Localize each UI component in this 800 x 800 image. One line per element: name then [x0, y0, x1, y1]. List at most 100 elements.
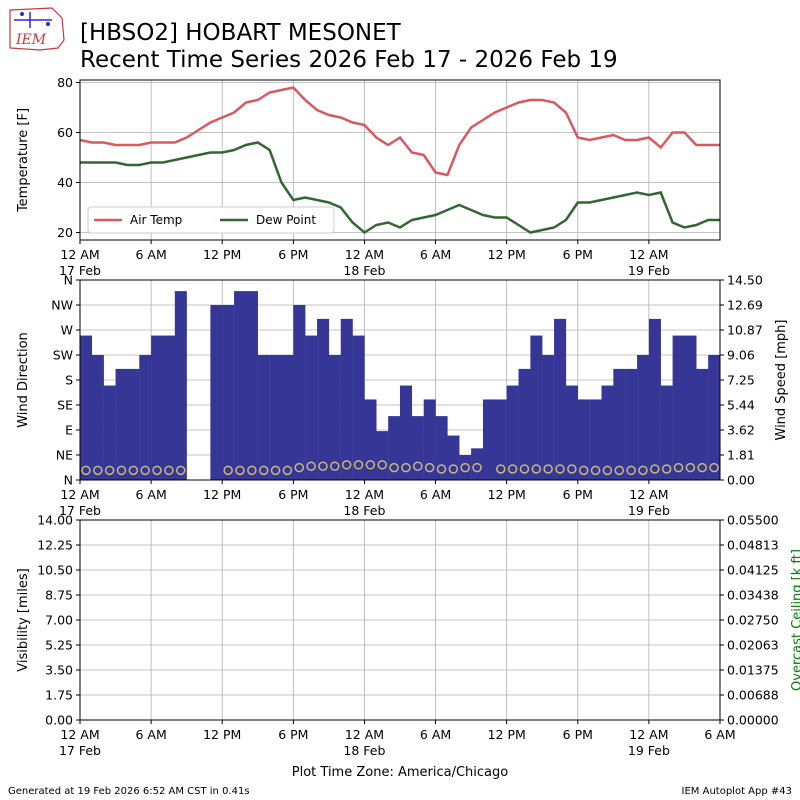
x-tick-label: 6 AM — [135, 487, 166, 502]
y2-tick-label: 0.00688 — [727, 688, 779, 703]
wind-speed-point — [247, 465, 257, 476]
y2-tick-label: 0.04125 — [727, 563, 779, 578]
x-tick-label: 6 PM — [278, 727, 308, 742]
x-tick-label: 12 PM — [488, 727, 526, 742]
wind-direction-bar — [565, 385, 578, 480]
legend-entry: Air Temp — [130, 213, 182, 227]
x-tick-label: 12 AM — [345, 487, 384, 502]
legend: Air Temp Dew Point — [87, 206, 335, 234]
y-axis-label: Visibility [miles] — [16, 568, 31, 671]
wind-speed-point — [93, 465, 103, 476]
footer-generated: Generated at 19 Feb 2026 6:52 AM CST in … — [8, 786, 250, 797]
x-date-label: 17 Feb — [59, 503, 101, 518]
wind-speed-point — [519, 464, 530, 474]
y2-tick-label: 0.03438 — [727, 588, 779, 603]
y2-axis-label: Wind Speed [mph] — [774, 320, 789, 441]
x-tick-label: 6 AM — [135, 247, 166, 262]
x-date-label: 19 Feb — [628, 503, 670, 518]
wind-speed-point — [685, 462, 696, 473]
wind-direction-bar — [328, 355, 341, 480]
wind-direction-bar — [577, 399, 590, 480]
wind-speed-point — [531, 464, 542, 474]
wind-direction-bar — [103, 385, 116, 480]
wind-direction-bar — [542, 355, 555, 480]
y2-tick-label: 7.25 — [727, 373, 755, 388]
wind-speed-point — [614, 465, 625, 476]
wind-direction-bar — [459, 455, 472, 480]
wind-direction-bar — [234, 291, 247, 480]
wind-speed-point — [235, 465, 245, 476]
wind-direction-bar — [317, 318, 330, 480]
wind-speed-point — [365, 460, 376, 470]
wind-direction-bar — [174, 291, 187, 480]
x-date-label: 19 Feb — [628, 743, 670, 758]
y-tick-label: 20 — [57, 225, 73, 240]
wind-direction-bar — [269, 355, 282, 480]
wind-speed-point — [377, 460, 387, 470]
wind-speed-point — [81, 465, 91, 476]
y-tick-label: 14.00 — [37, 513, 73, 528]
temperature-panel: Air Temp Dew Point 20 40 60 80 Temperature [F]… — [16, 75, 721, 278]
x-tick-label: 6 AM — [704, 727, 735, 742]
wind-speed-point — [661, 464, 672, 474]
wind-direction-bar — [376, 431, 389, 480]
wind-speed-point — [448, 464, 459, 474]
x-tick-label: 12 AM — [629, 247, 668, 262]
wind-speed-point — [697, 462, 707, 473]
visibility-panel: 0.00 1.75 3.50 5.25 7.00 8.75 10.50 12.25 14.00 V… — [16, 513, 800, 759]
iem-logo: IEM — [9, 7, 65, 51]
y2-tick-label: 0.01375 — [727, 663, 779, 678]
wind-direction-bar — [684, 335, 697, 480]
wind-speed-point — [270, 465, 281, 476]
wind-speed-point — [116, 465, 127, 476]
y2-tick-label: 0.00 — [727, 473, 755, 488]
footer-app: IEM Autoplot App #43 — [682, 786, 792, 797]
wind-direction-bar — [400, 385, 413, 480]
wind-speed-point — [543, 464, 553, 474]
wind-direction-bar — [352, 335, 365, 480]
wind-panel: N NE E SE S SW W NW N Wind Direction 0.00 1.81 3.62 5… — [16, 273, 789, 519]
wind-direction-bar — [210, 305, 223, 480]
wind-direction-bar — [305, 335, 318, 480]
wind-direction-bar — [554, 318, 567, 480]
wind-direction-bar — [127, 368, 140, 480]
wind-speed-point — [341, 460, 352, 470]
x-tick-label: 12 PM — [488, 487, 526, 502]
x-tick-label: 6 AM — [420, 487, 451, 502]
y2-tick-label: 1.81 — [727, 448, 755, 463]
x-tick-label: 12 PM — [488, 247, 526, 262]
wind-speed-point — [650, 464, 660, 474]
y-axis-label: Temperature [F] — [16, 108, 31, 213]
wind-direction-bar — [589, 399, 602, 480]
y2-tick-label: 14.50 — [727, 273, 763, 288]
x-tick-label: 12 AM — [345, 727, 384, 742]
x-tick-label: 12 PM — [203, 487, 241, 502]
x-tick-label: 12 AM — [60, 727, 99, 742]
wind-speed-point — [495, 464, 506, 474]
x-axis-label: Plot Time Zone: America/Chicago — [292, 765, 508, 780]
y2-tick-label: 0.04813 — [727, 538, 779, 553]
y-tick-label: 10.50 — [37, 563, 73, 578]
wind-speed-point — [401, 462, 411, 473]
x-date-label: 18 Feb — [343, 743, 385, 758]
wind-direction-bar — [388, 416, 401, 480]
y-tick-label: 40 — [57, 175, 73, 190]
x-tick-label: 6 PM — [563, 247, 593, 262]
y2-tick-label: 0.02063 — [727, 638, 779, 653]
x-date-label: 17 Feb — [59, 263, 101, 278]
wind-speed-point — [294, 462, 305, 473]
wind-speed-point — [318, 461, 328, 471]
x-tick-label: 12 AM — [629, 727, 668, 742]
wind-speed-point — [673, 462, 684, 473]
wind-direction-bar — [80, 335, 93, 480]
wind-speed-point — [223, 465, 233, 476]
wind-direction-bar — [364, 399, 377, 480]
y2-tick-label: 3.62 — [727, 423, 755, 438]
wind-speed-point — [330, 461, 340, 471]
y-tick-label: N — [64, 473, 73, 488]
x-date-label: 18 Feb — [343, 263, 385, 278]
wind-direction-bar — [696, 368, 709, 480]
wind-direction-bar — [506, 385, 519, 480]
y-tick-label: S — [65, 373, 73, 388]
